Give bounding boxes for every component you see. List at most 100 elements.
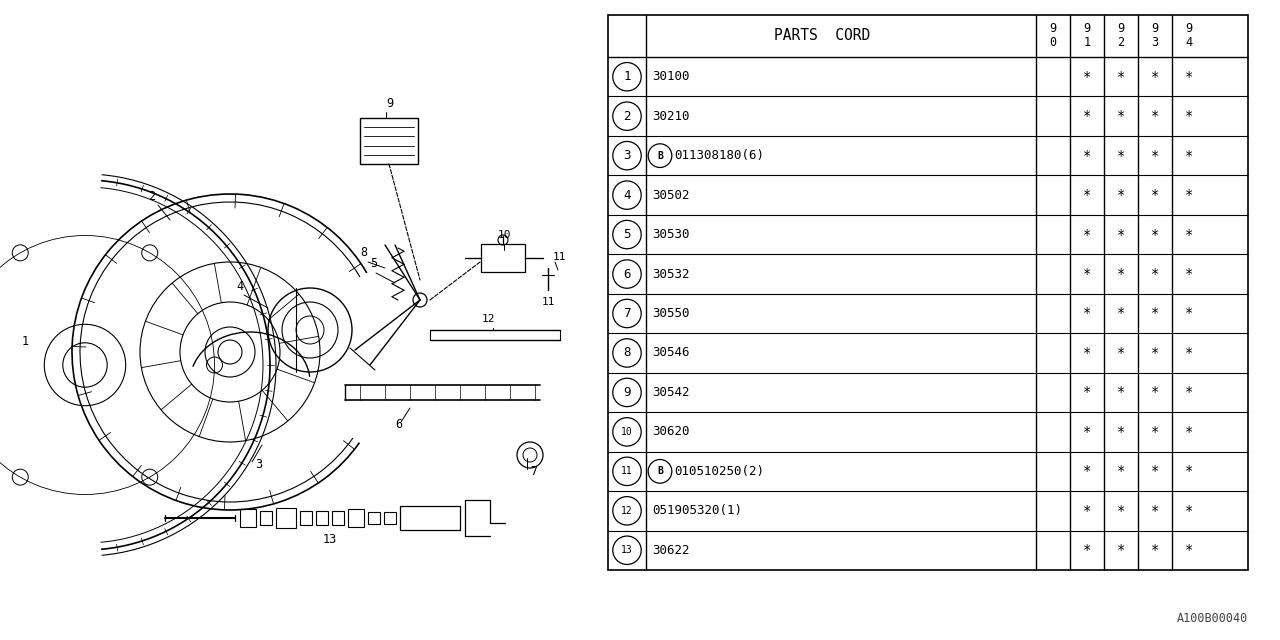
Text: *: *	[1083, 267, 1091, 281]
Text: 010510250(2): 010510250(2)	[673, 465, 764, 478]
Bar	[332, 511, 344, 525]
Text: 0: 0	[1050, 36, 1056, 49]
Text: 11: 11	[541, 297, 554, 307]
Text: 2: 2	[623, 109, 631, 123]
Text: 3: 3	[1152, 36, 1158, 49]
Text: 1: 1	[1083, 36, 1091, 49]
Text: *: *	[1083, 188, 1091, 202]
Text: *: *	[1117, 504, 1125, 518]
Text: *: *	[1151, 228, 1160, 241]
Text: 12: 12	[481, 314, 495, 324]
Text: 30530: 30530	[652, 228, 690, 241]
Text: 5: 5	[370, 257, 378, 270]
Text: A100B00040: A100B00040	[1176, 612, 1248, 625]
Text: *: *	[1151, 267, 1160, 281]
Bar	[384, 512, 396, 524]
Text: 12: 12	[621, 506, 632, 516]
Text: *: *	[1083, 504, 1091, 518]
Text: *: *	[1151, 148, 1160, 163]
Bar	[241, 509, 256, 527]
Text: *: *	[1185, 465, 1193, 478]
Text: *: *	[1117, 385, 1125, 399]
Text: 3: 3	[255, 458, 262, 471]
Text: *: *	[1185, 109, 1193, 123]
Text: *: *	[1185, 188, 1193, 202]
Text: *: *	[1083, 307, 1091, 321]
Text: 30542: 30542	[652, 386, 690, 399]
Text: 9: 9	[1185, 22, 1193, 35]
Text: 5: 5	[623, 228, 631, 241]
Text: *: *	[1151, 188, 1160, 202]
Text: 10: 10	[497, 230, 511, 240]
Bar	[300, 511, 312, 525]
Text: *: *	[1117, 425, 1125, 439]
Text: B: B	[657, 150, 663, 161]
Text: 7: 7	[623, 307, 631, 320]
Text: 3: 3	[623, 149, 631, 162]
Bar	[360, 118, 419, 164]
Text: 4: 4	[236, 280, 243, 293]
Text: *: *	[1151, 307, 1160, 321]
Text: *: *	[1083, 346, 1091, 360]
Text: 2: 2	[148, 190, 155, 203]
Text: *: *	[1117, 307, 1125, 321]
Text: 9: 9	[1152, 22, 1158, 35]
Text: *: *	[1117, 346, 1125, 360]
Text: *: *	[1083, 148, 1091, 163]
Text: *: *	[1117, 109, 1125, 123]
Text: 30550: 30550	[652, 307, 690, 320]
Text: *: *	[1185, 267, 1193, 281]
Text: *: *	[1117, 188, 1125, 202]
Text: *: *	[1117, 228, 1125, 241]
Text: 4: 4	[623, 189, 631, 202]
Text: 9: 9	[623, 386, 631, 399]
Text: *: *	[1083, 70, 1091, 84]
Bar	[481, 244, 525, 272]
Text: 8: 8	[360, 246, 367, 259]
Bar	[316, 511, 328, 525]
Text: 1: 1	[22, 335, 29, 348]
Bar	[276, 508, 296, 528]
Text: *: *	[1185, 425, 1193, 439]
Text: 30546: 30546	[652, 346, 690, 360]
Text: 10: 10	[621, 427, 632, 437]
Bar	[608, 15, 1248, 570]
Text: PARTS  CORD: PARTS CORD	[774, 29, 870, 44]
Text: 30100: 30100	[652, 70, 690, 83]
Text: *: *	[1185, 346, 1193, 360]
Text: 11: 11	[621, 467, 632, 476]
Text: *: *	[1151, 385, 1160, 399]
Bar	[369, 512, 380, 524]
Text: *: *	[1083, 228, 1091, 241]
Text: 1: 1	[623, 70, 631, 83]
Text: *: *	[1185, 148, 1193, 163]
Text: 30210: 30210	[652, 109, 690, 123]
Text: 6: 6	[396, 418, 402, 431]
Text: *: *	[1083, 465, 1091, 478]
Bar	[348, 509, 364, 527]
Text: *: *	[1151, 425, 1160, 439]
Text: 9: 9	[1117, 22, 1125, 35]
Text: *: *	[1151, 504, 1160, 518]
Text: 13: 13	[621, 545, 632, 556]
Text: *: *	[1185, 543, 1193, 557]
Text: *: *	[1185, 70, 1193, 84]
Text: *: *	[1185, 504, 1193, 518]
Text: 9: 9	[1083, 22, 1091, 35]
Text: *: *	[1151, 465, 1160, 478]
Text: 30622: 30622	[652, 544, 690, 557]
Text: 30532: 30532	[652, 268, 690, 280]
Bar	[260, 511, 273, 525]
Text: 9: 9	[387, 97, 393, 110]
Text: *: *	[1083, 425, 1091, 439]
Text: *: *	[1117, 148, 1125, 163]
Text: 13: 13	[323, 533, 337, 546]
Text: *: *	[1185, 307, 1193, 321]
Text: 051905320(1): 051905320(1)	[652, 504, 742, 517]
Text: *: *	[1151, 70, 1160, 84]
Text: *: *	[1151, 346, 1160, 360]
Text: *: *	[1083, 385, 1091, 399]
Text: 30502: 30502	[652, 189, 690, 202]
Text: 4: 4	[1185, 36, 1193, 49]
Text: 9: 9	[1050, 22, 1056, 35]
